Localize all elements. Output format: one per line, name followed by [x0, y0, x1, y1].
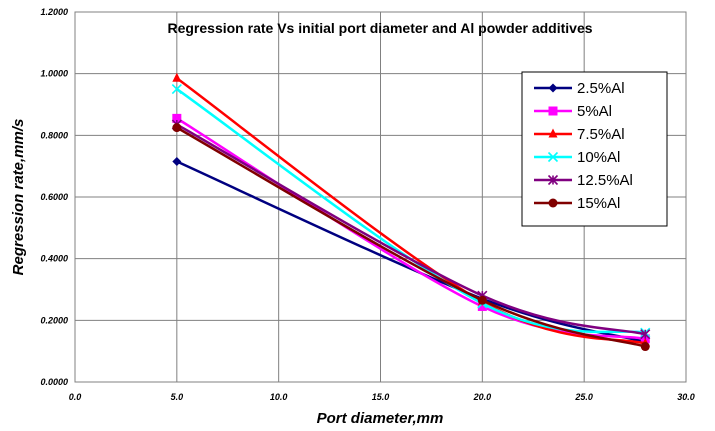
y-axis-ticks: 0.0000 0.2000 0.4000 0.6000 0.8000 1.0000 1.20… [40, 7, 68, 387]
y-tick-label: 0.2000 [40, 315, 68, 325]
legend-label: 7.5%Al [577, 126, 625, 143]
data-point-circle [640, 342, 650, 352]
legend-label: 15%Al [577, 195, 620, 212]
y-tick-label: 0.8000 [40, 130, 68, 140]
legend-label: 2.5%Al [577, 80, 625, 97]
x-tick-label: 10.0 [270, 392, 288, 402]
x-tick-label: 30.0 [677, 392, 695, 402]
data-point-triangle [548, 128, 558, 138]
data-point-star [547, 174, 559, 186]
data-point-square [477, 301, 487, 311]
data-point-x [547, 151, 559, 163]
legend: 2.5%Al 5%Al 7.5%Al 10%Al 12.5%Al 15%Al [521, 71, 668, 227]
y-axis-title: Regression rate,mm/s [10, 119, 27, 276]
x-axis-title: Port diameter,mm [317, 410, 444, 427]
y-tick-label: 1.0000 [40, 69, 68, 79]
x-tick-label: 5.0 [171, 392, 184, 402]
y-tick-label: 0.6000 [40, 192, 68, 202]
data-point-circle [548, 198, 558, 208]
legend-label: 5%Al [577, 103, 612, 120]
data-point-square [548, 106, 558, 116]
x-tick-label: 15.0 [372, 392, 390, 402]
x-tick-label: 20.0 [473, 392, 492, 402]
x-tick-label: 0.0 [69, 392, 82, 402]
data-point-diamond [548, 83, 558, 93]
series-line [176, 123, 646, 336]
series-group [172, 123, 650, 352]
x-axis-ticks: 0.0 5.0 10.0 15.0 20.0 25.0 30.0 [69, 392, 695, 402]
data-point-star [640, 329, 651, 340]
y-tick-label: 1.2000 [40, 7, 68, 17]
data-point-diamond [172, 157, 182, 167]
data-point-square [172, 113, 182, 123]
legend-label: 12.5%Al [577, 172, 633, 189]
data-point-x [171, 84, 182, 95]
data-point-circle [172, 123, 182, 133]
legend-box [521, 71, 668, 227]
series-line [176, 126, 646, 348]
legend-label: 10%Al [577, 149, 620, 166]
chart-title: Regression rate Vs initial port diameter… [167, 20, 592, 36]
series-line [176, 117, 646, 341]
data-point-triangle [172, 72, 182, 82]
y-tick-label: 0.0000 [40, 377, 68, 387]
x-tick-label: 25.0 [574, 392, 593, 402]
series-layer [171, 72, 651, 352]
data-point-circle [477, 295, 487, 305]
y-tick-label: 0.4000 [40, 254, 68, 264]
